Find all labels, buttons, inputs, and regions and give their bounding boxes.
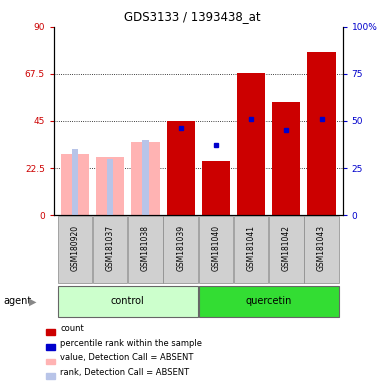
Bar xyxy=(167,121,195,215)
Text: GSM181041: GSM181041 xyxy=(247,225,256,271)
Bar xyxy=(199,286,339,317)
Text: GSM181037: GSM181037 xyxy=(106,225,115,271)
Text: count: count xyxy=(60,324,84,333)
Bar xyxy=(128,216,163,283)
Text: agent: agent xyxy=(4,296,32,306)
Text: GSM181040: GSM181040 xyxy=(211,225,220,271)
Bar xyxy=(199,216,233,283)
Bar xyxy=(269,216,303,283)
Bar xyxy=(163,216,198,283)
Bar xyxy=(93,216,127,283)
Text: GSM180920: GSM180920 xyxy=(70,225,80,271)
Bar xyxy=(304,216,339,283)
Text: ▶: ▶ xyxy=(29,296,37,306)
Text: GSM181043: GSM181043 xyxy=(317,225,326,271)
Text: percentile rank within the sample: percentile rank within the sample xyxy=(60,339,203,348)
Text: rank, Detection Call = ABSENT: rank, Detection Call = ABSENT xyxy=(60,368,189,377)
Text: control: control xyxy=(111,296,145,306)
Bar xyxy=(96,157,124,215)
Bar xyxy=(272,102,300,215)
Bar xyxy=(237,73,265,215)
Text: GSM181039: GSM181039 xyxy=(176,225,185,271)
Bar xyxy=(107,159,113,215)
Bar xyxy=(58,286,198,317)
Bar xyxy=(142,140,149,215)
Text: quercetin: quercetin xyxy=(246,296,292,306)
Text: GSM181038: GSM181038 xyxy=(141,225,150,271)
Bar xyxy=(61,154,89,215)
Text: GSM181042: GSM181042 xyxy=(282,225,291,271)
Bar xyxy=(58,216,92,283)
Bar xyxy=(202,161,230,215)
Bar xyxy=(308,52,336,215)
Bar xyxy=(131,142,159,215)
Bar xyxy=(234,216,268,283)
Bar xyxy=(72,149,78,215)
Text: GDS3133 / 1393438_at: GDS3133 / 1393438_at xyxy=(124,10,261,23)
Text: value, Detection Call = ABSENT: value, Detection Call = ABSENT xyxy=(60,354,194,362)
